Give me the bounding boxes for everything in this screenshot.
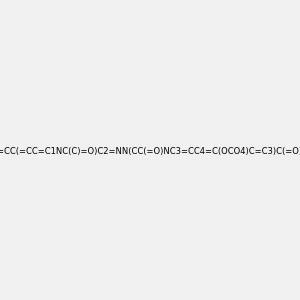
- Text: CC1=CC(=CC=C1NC(C)=O)C2=NN(CC(=O)NC3=CC4=C(OCO4)C=C3)C(=O)C=C2: CC1=CC(=CC=C1NC(C)=O)C2=NN(CC(=O)NC3=CC4…: [0, 147, 300, 156]
